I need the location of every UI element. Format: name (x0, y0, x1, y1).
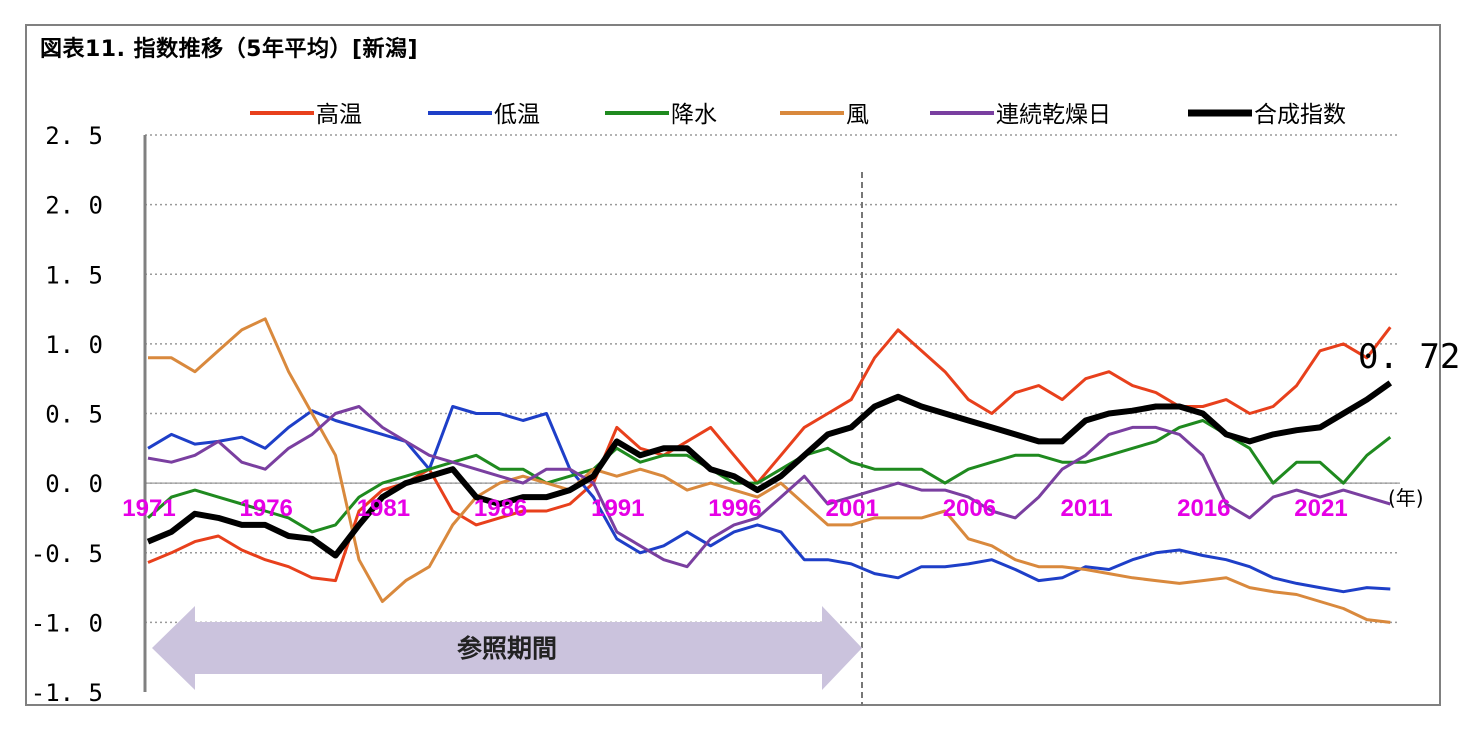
x-tick-label: 1981 (357, 495, 410, 522)
chart-title: 図表11. 指数推移（5年平均）[新潟] (40, 37, 419, 62)
y-tick-label: 1. 0 (45, 331, 103, 359)
legend-label: 連続乾燥日 (996, 102, 1111, 128)
series-line-風 (148, 317, 1391, 624)
x-tick-label: 2011 (1061, 495, 1113, 522)
y-tick-label: 0. 5 (45, 401, 103, 429)
final-value-label: 0. 72 (1358, 337, 1460, 377)
y-tick-labels: 2. 5 2. 0 1. 5 1. 0 0. 5 0. 0 -0. 5 -1. 0 -1. 5 (31, 122, 103, 707)
x-tick-label: 1991 (591, 495, 644, 522)
series-line-連続乾燥日 (147, 405, 1391, 569)
legend-label: 降水 (671, 102, 717, 128)
x-tick-label: 1996 (708, 495, 761, 522)
x-tick-label: 2016 (1177, 495, 1230, 522)
y-tick-label: -1. 5 (31, 679, 103, 707)
x-tick-label: 1986 (474, 495, 527, 522)
x-tick-label: 1976 (240, 495, 293, 522)
x-tick-label: 1971 (122, 495, 175, 522)
series-lines (146, 317, 1393, 624)
y-tick-label: 1. 5 (45, 261, 103, 289)
reference-period: 参照期間 (152, 172, 863, 706)
y-tick-label: -1. 0 (31, 609, 103, 637)
reference-period-label: 参照期間 (457, 634, 557, 663)
y-tick-label: 2. 5 (45, 122, 103, 150)
legend-label: 合成指数 (1254, 102, 1346, 128)
series-line-降水 (147, 419, 1392, 534)
annotations: 0. 72 (1358, 337, 1460, 377)
x-axis-unit: (年) (1388, 486, 1424, 510)
x-tick-label: 2001 (826, 495, 879, 522)
y-tick-label: 2. 0 (45, 192, 103, 220)
reference-period-arrow (152, 606, 862, 690)
chart-frame (25, 24, 1441, 706)
x-tick-label: 2021 (1294, 495, 1347, 522)
legend-label: 風 (846, 102, 869, 128)
grid-lines (145, 134, 1400, 624)
legend-label: 高温 (316, 102, 362, 128)
x-tick-label: 2006 (943, 495, 996, 522)
y-tick-label: 0. 0 (45, 470, 103, 498)
y-tick-label: -0. 5 (31, 540, 103, 568)
x-tick-labels: 1971 1976 1981 1986 1991 1996 2001 2006 2011 2016… (122, 486, 1423, 522)
series-line-合成指数 (146, 380, 1393, 559)
legend: 高温 低温 降水 風 連続乾燥日 合成指数 (250, 102, 1346, 128)
legend-label: 低温 (494, 102, 540, 128)
series-line-低温 (147, 405, 1391, 594)
